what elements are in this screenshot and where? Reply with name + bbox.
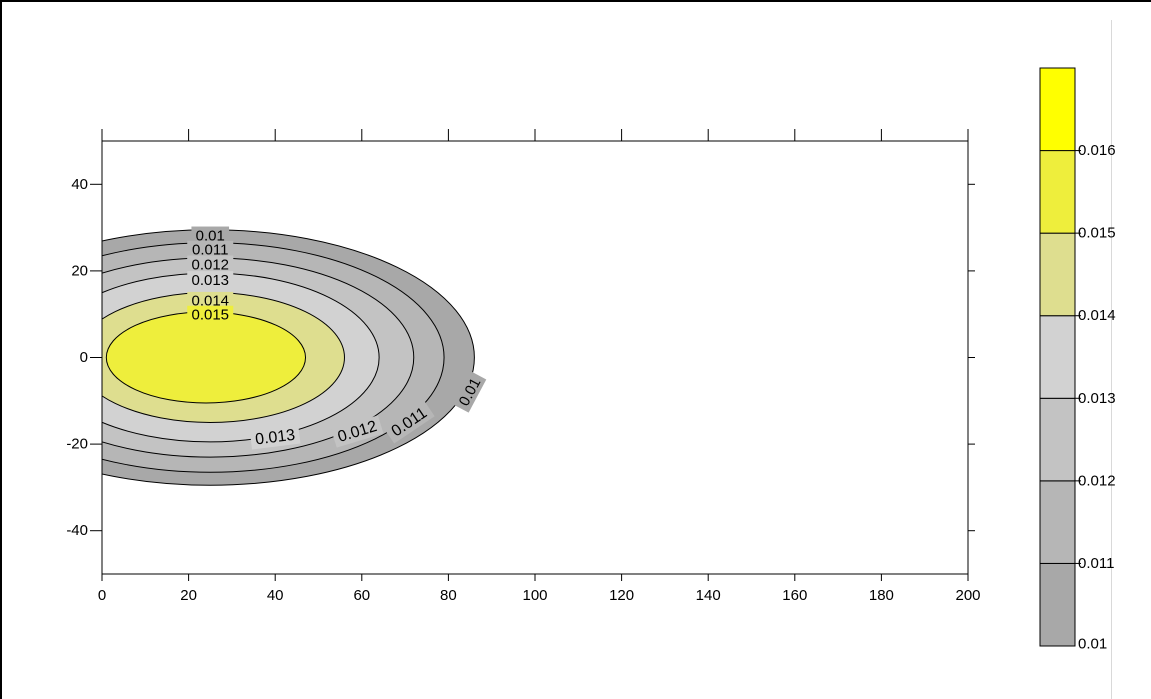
contour-label-top-0.012: 0.012 (187, 255, 234, 273)
axes: 0 20 40 60 80 100 120 140 160 180 200 -40 -20 0 20 40 (66, 129, 981, 604)
y-tick-label: 0 (80, 349, 88, 366)
y-tick-label: -20 (66, 436, 88, 453)
contour-label-top-0.011: 0.011 (187, 240, 234, 259)
colorbar-label: 0.011 (1078, 555, 1114, 572)
svg-text:0.015: 0.015 (191, 307, 229, 324)
svg-text:0.014: 0.014 (191, 293, 229, 310)
x-tick-label: 0 (98, 587, 106, 604)
contour-label-top-0.013: 0.013 (187, 271, 234, 289)
colorbar-label: 0.015 (1078, 225, 1116, 242)
y-tick-label: -40 (66, 522, 88, 539)
colorbar-band (1039, 67, 1076, 152)
contour-region-6 (105, 311, 307, 404)
x-tick-label: 160 (782, 587, 807, 604)
colorbar-band (1039, 232, 1076, 317)
x-tick-label: 180 (869, 587, 894, 604)
colorbar-label: 0.01 (1078, 636, 1107, 653)
colorbar-band (1039, 315, 1076, 399)
x-tick-label: 80 (440, 587, 457, 604)
colorbar-band (1039, 562, 1076, 647)
x-tick-label: 200 (955, 587, 980, 604)
x-tick-label: 100 (522, 587, 547, 604)
y-tick-label: 20 (71, 262, 88, 279)
svg-text:0.012: 0.012 (191, 256, 229, 273)
x-tick-label: 20 (180, 587, 197, 604)
svg-text:0.013: 0.013 (191, 272, 229, 289)
colorbar-label: 0.014 (1078, 307, 1116, 324)
contour-label-top-0.015: 0.015 (187, 305, 234, 324)
colorbar-label: 0.016 (1078, 142, 1116, 159)
colorbar-band (1039, 150, 1076, 234)
x-tick-label: 40 (267, 587, 284, 604)
svg-text:0.01: 0.01 (196, 227, 225, 244)
svg-text:0.011: 0.011 (192, 242, 228, 259)
contour-label-top-0.014: 0.014 (187, 291, 234, 310)
x-tick-label: 60 (353, 587, 370, 604)
colorbar: 0.01 0.011 0.012 0.013 0.014 0.015 0.016 (1039, 67, 1116, 653)
contour-label-bottom-0.013: 0.013 (249, 424, 301, 450)
svg-text:0.013: 0.013 (254, 427, 296, 449)
colorbar-label: 0.012 (1078, 472, 1116, 489)
colorbar-band (1039, 480, 1076, 564)
x-tick-label: 140 (696, 587, 721, 604)
contour-label-top-0.01: 0.01 (191, 226, 230, 244)
x-tick-label: 120 (609, 587, 634, 604)
divider (1111, 20, 1112, 699)
colorbar-band (1039, 397, 1076, 482)
colorbar-label: 0.013 (1078, 390, 1116, 407)
y-tick-label: 40 (71, 176, 88, 193)
